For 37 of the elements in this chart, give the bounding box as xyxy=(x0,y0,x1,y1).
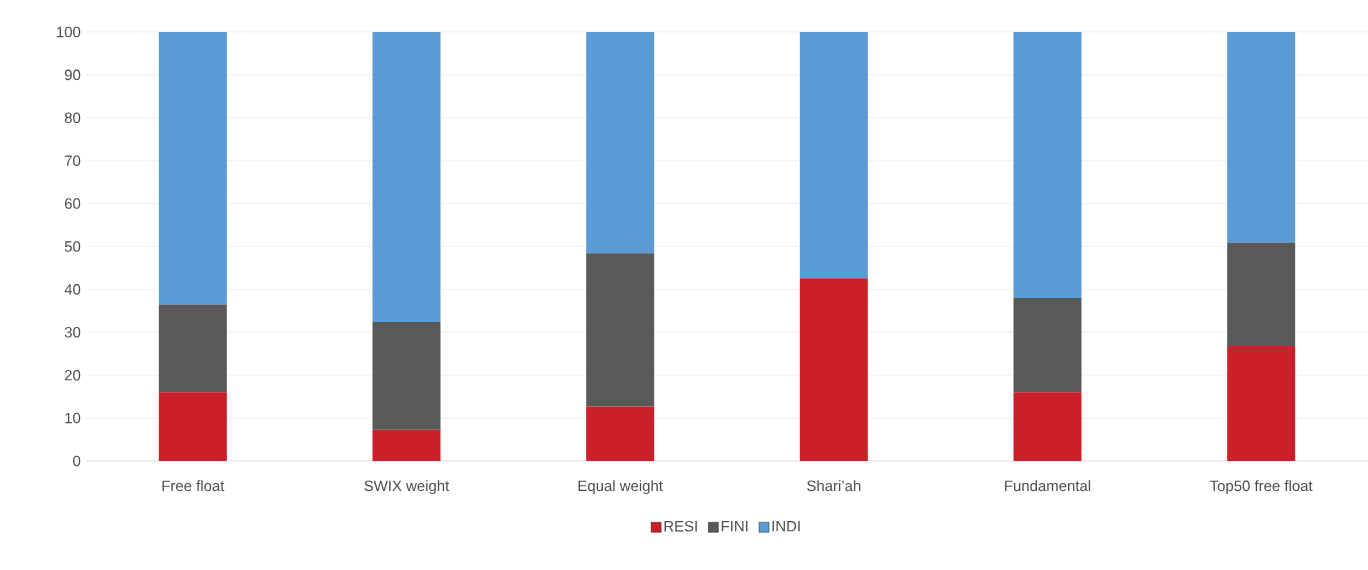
y-tick-label: 50 xyxy=(64,241,81,252)
bar xyxy=(1013,297,1082,393)
bar xyxy=(799,278,868,461)
x-tick-label: Top50 free float xyxy=(1209,480,1313,495)
bar xyxy=(1013,392,1082,461)
bar xyxy=(158,304,227,393)
y-tick-label: 30 xyxy=(64,326,81,338)
y-tick-label: 70 xyxy=(64,155,81,166)
y-tick-label: 100 xyxy=(57,26,81,38)
x-tick-label: Shari’ah xyxy=(807,480,861,492)
bar xyxy=(372,429,441,461)
y-tick-label: 90 xyxy=(64,69,81,81)
y-tick-label: 10 xyxy=(65,412,81,424)
x-tick-label: SWIX weight xyxy=(364,480,450,495)
bar xyxy=(1013,31,1082,298)
bar xyxy=(1227,242,1296,347)
y-tick-label: 80 xyxy=(64,112,81,124)
y-tick-label: 60 xyxy=(64,198,81,209)
bar xyxy=(372,31,441,322)
bar xyxy=(1227,31,1296,243)
bar xyxy=(799,31,868,279)
bar xyxy=(158,31,227,305)
x-tick-label: Equal weight xyxy=(578,480,663,495)
legend-label: RESI xyxy=(664,520,697,532)
x-tick-label: Fundamental xyxy=(1005,480,1091,492)
y-tick-label: 0 xyxy=(73,455,81,467)
bar xyxy=(372,321,441,430)
x-tick-label: Free float xyxy=(162,480,225,492)
bar xyxy=(586,253,655,407)
legend-label: FINI xyxy=(721,521,748,532)
y-tick-label: 40 xyxy=(64,284,81,295)
bar xyxy=(586,31,655,254)
bar xyxy=(158,392,227,461)
legend-label: INDI xyxy=(772,521,800,532)
bar xyxy=(586,406,655,461)
bar xyxy=(1227,346,1296,461)
y-tick-label: 20 xyxy=(64,369,81,381)
